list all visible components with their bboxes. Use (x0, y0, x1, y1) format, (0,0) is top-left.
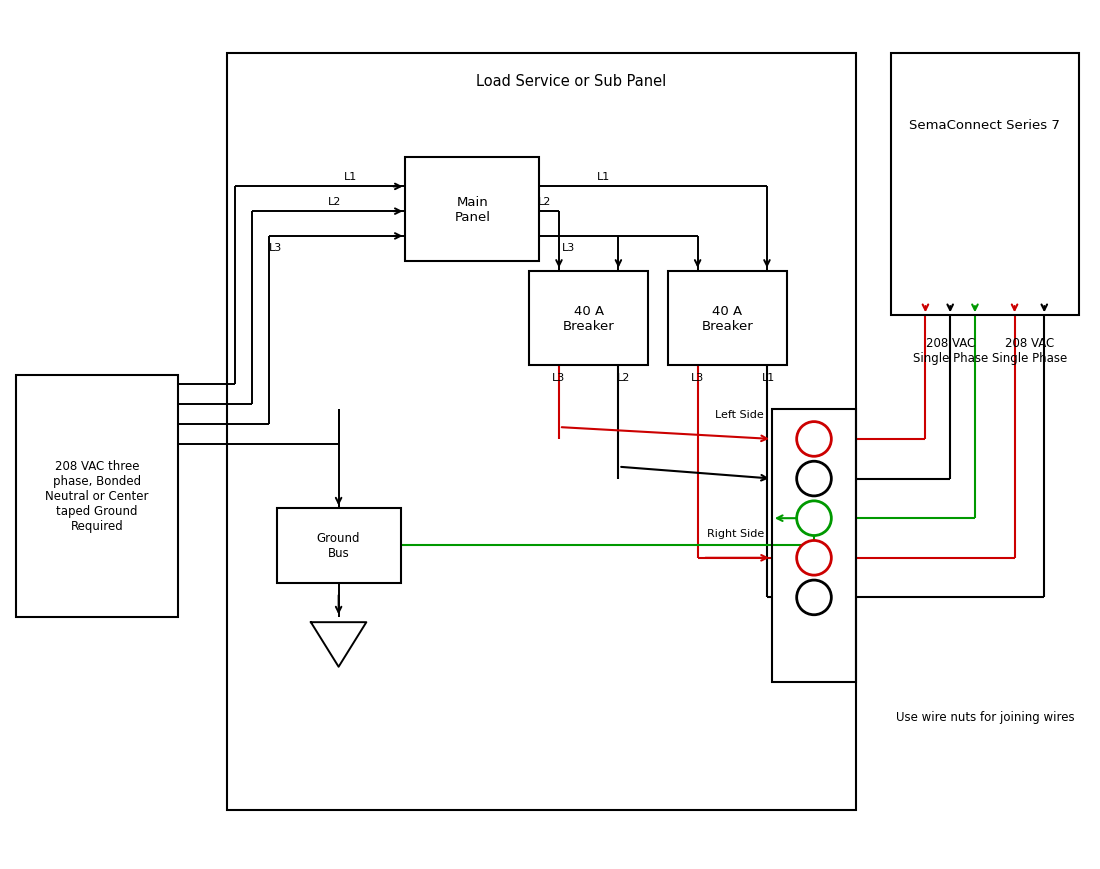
Text: L1: L1 (344, 172, 358, 182)
Text: L3: L3 (691, 372, 704, 382)
Text: 208 VAC three
phase, Bonded
Neutral or Center
taped Ground
Required: 208 VAC three phase, Bonded Neutral or C… (45, 460, 148, 533)
Text: Use wire nuts for joining wires: Use wire nuts for joining wires (895, 710, 1075, 723)
Text: 208 VAC
Single Phase: 208 VAC Single Phase (992, 336, 1067, 364)
Circle shape (796, 501, 832, 536)
Bar (772, 410, 856, 682)
Text: L1: L1 (762, 372, 776, 382)
Bar (668, 271, 786, 365)
Circle shape (796, 541, 832, 575)
Text: L3: L3 (552, 372, 565, 382)
Text: L3: L3 (268, 242, 282, 253)
Text: L2: L2 (328, 197, 341, 207)
Text: SemaConnect Series 7: SemaConnect Series 7 (910, 119, 1060, 132)
Bar (406, 157, 539, 262)
Text: 208 VAC
Single Phase: 208 VAC Single Phase (913, 336, 988, 364)
Bar (228, 54, 856, 811)
Circle shape (796, 580, 832, 615)
Bar (16, 375, 178, 618)
Text: Ground
Bus: Ground Bus (317, 532, 361, 560)
Text: Main
Panel: Main Panel (454, 196, 491, 223)
Text: Left Side: Left Side (715, 409, 764, 420)
Text: L1: L1 (597, 172, 611, 182)
Text: L2: L2 (538, 197, 551, 207)
Text: Load Service or Sub Panel: Load Service or Sub Panel (476, 74, 667, 89)
Text: Right Side: Right Side (706, 528, 764, 539)
Text: L2: L2 (617, 372, 630, 382)
Bar (277, 508, 400, 583)
Circle shape (796, 461, 832, 496)
Bar (529, 271, 648, 365)
Bar (891, 54, 1079, 315)
Circle shape (796, 422, 832, 457)
Text: L3: L3 (562, 242, 575, 253)
Text: 40 A
Breaker: 40 A Breaker (702, 304, 754, 332)
Text: 40 A
Breaker: 40 A Breaker (563, 304, 615, 332)
